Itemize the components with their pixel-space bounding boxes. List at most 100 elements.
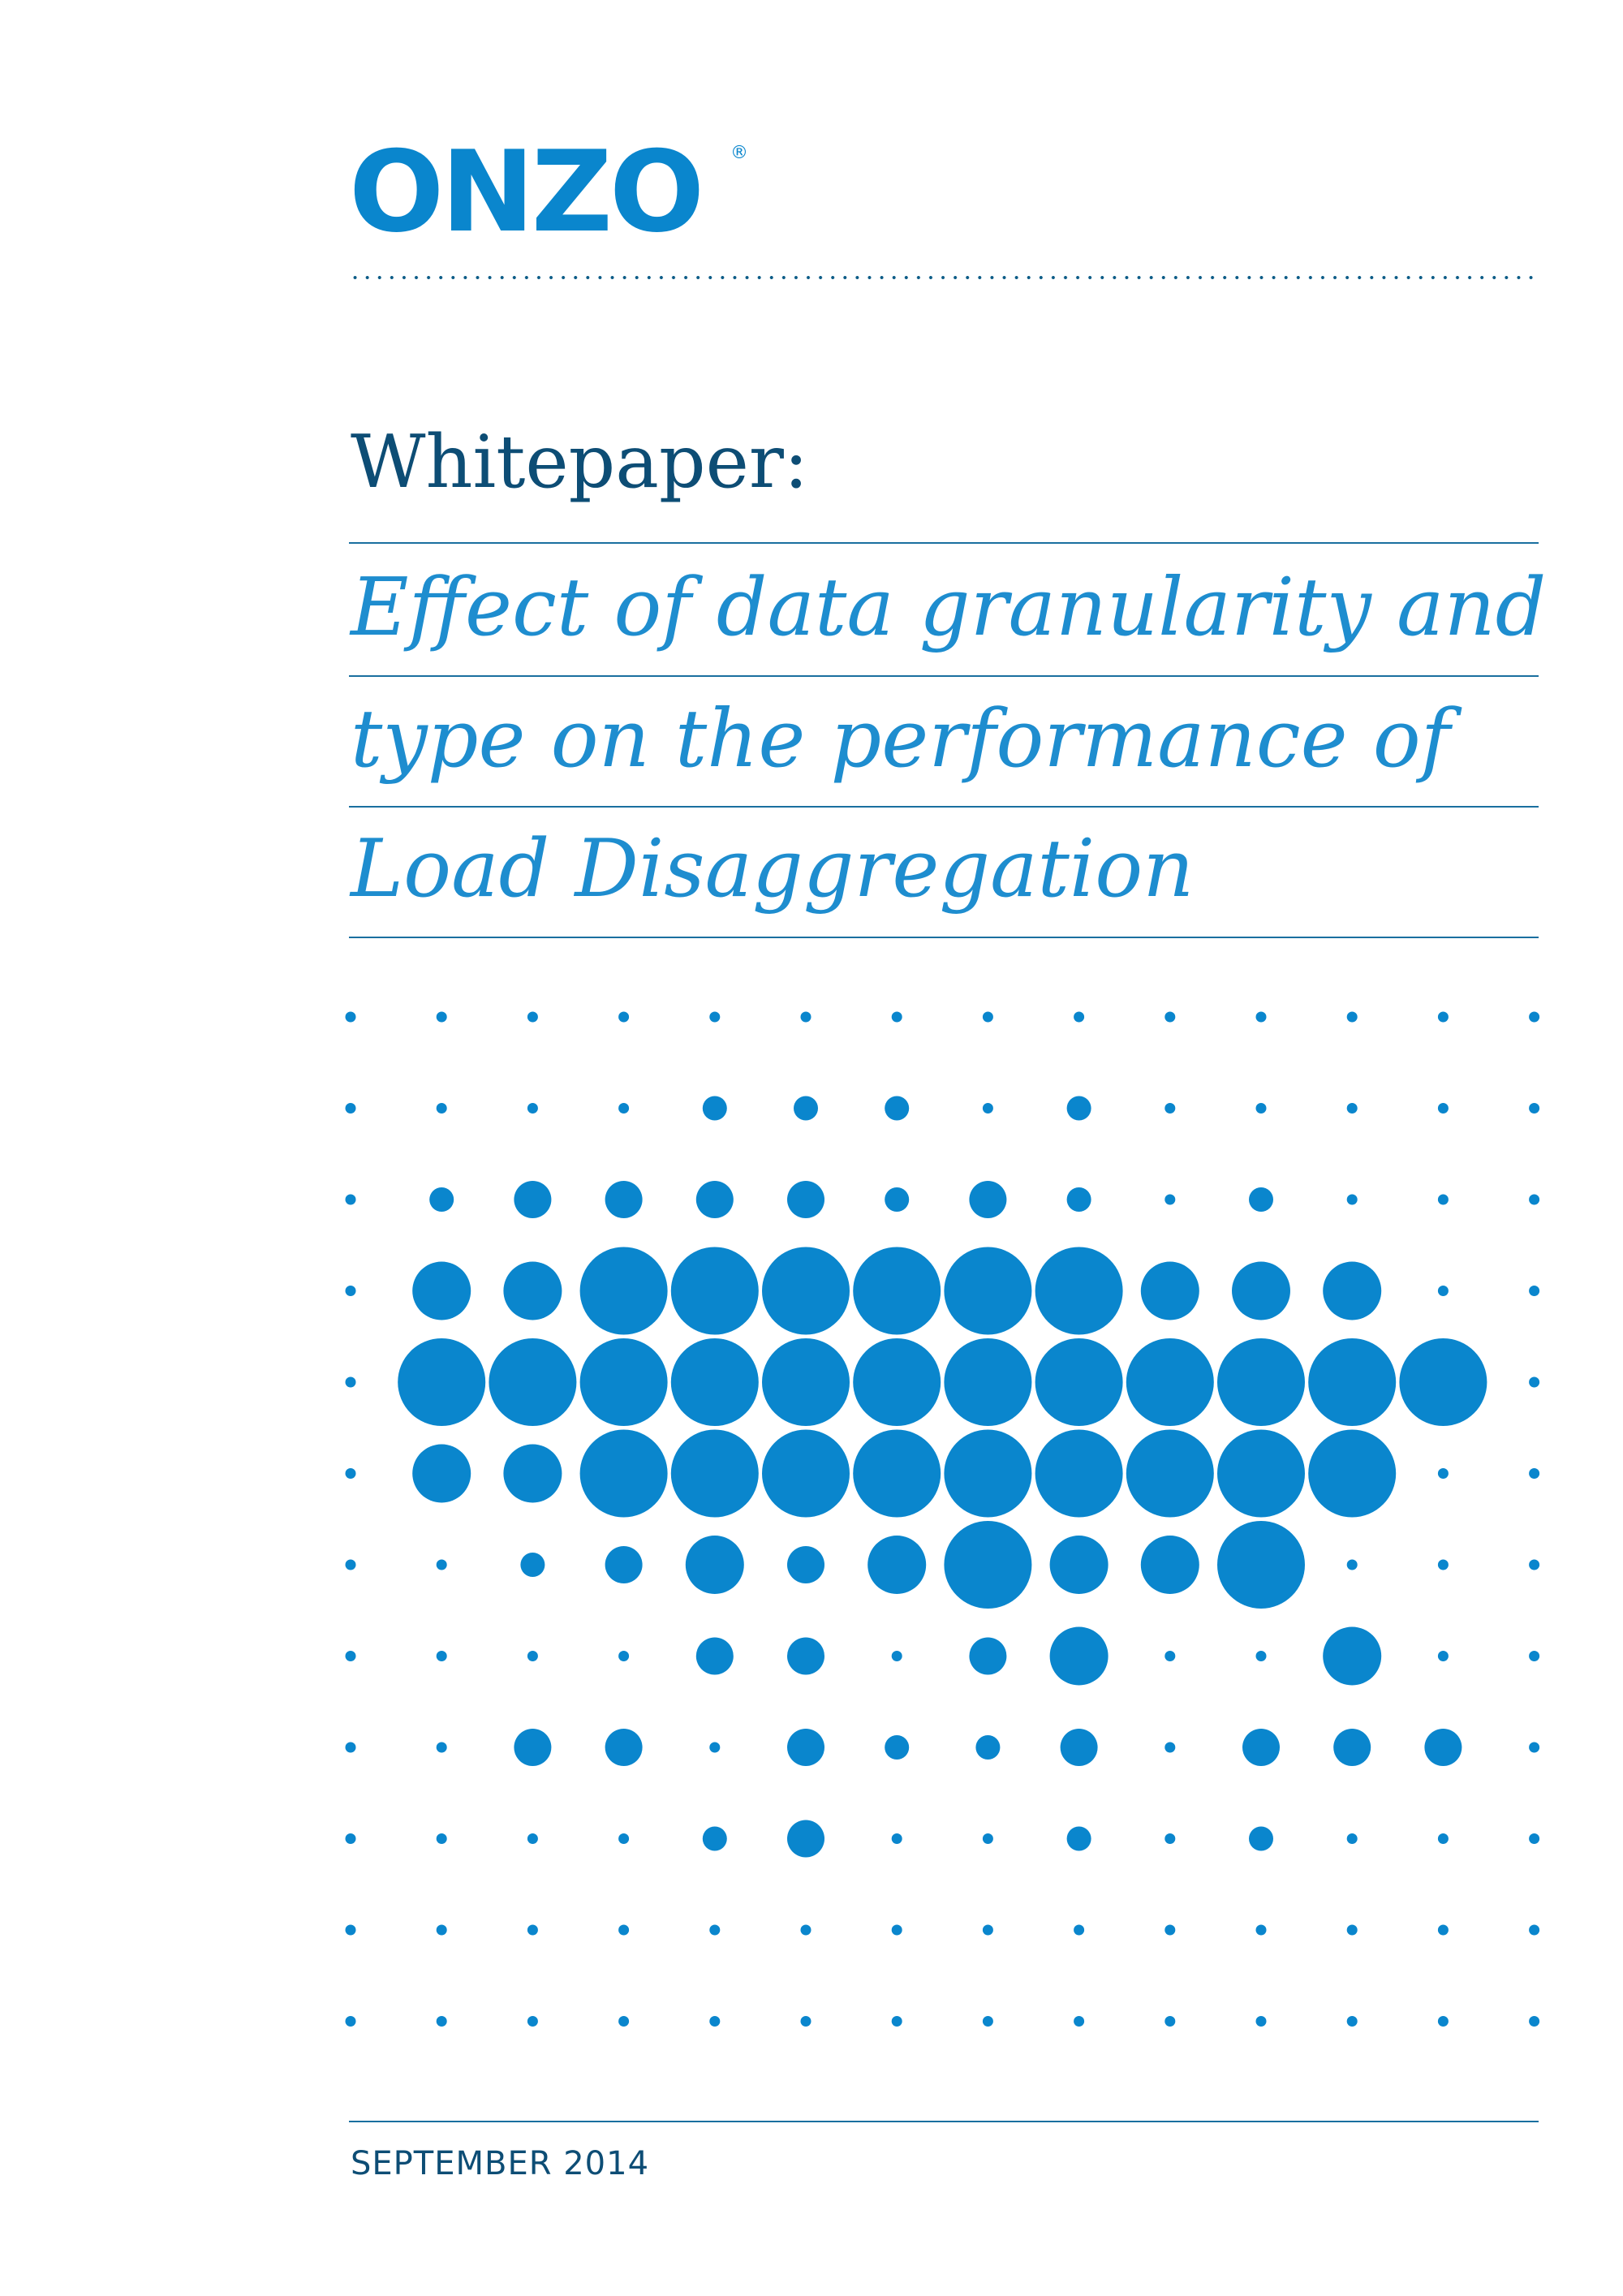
halftone-dot [1217, 1521, 1305, 1609]
halftone-dot [527, 1833, 538, 1844]
title-line-2: type on the performance of [351, 693, 1451, 786]
halftone-dot [436, 1559, 447, 1570]
halftone-dot [1529, 2016, 1540, 2027]
halftone-dot [1074, 2016, 1085, 2027]
halftone-dot [1165, 2016, 1176, 2027]
halftone-dot [1140, 1536, 1199, 1594]
halftone-dot [527, 2016, 538, 2027]
halftone-dot [670, 1338, 759, 1426]
halftone-dot [1165, 1833, 1176, 1844]
halftone-dot [1529, 1103, 1540, 1114]
halftone-dot [1066, 1096, 1091, 1121]
halftone-dot [436, 2016, 447, 2027]
halftone-dot [345, 1468, 356, 1479]
halftone-dot [1035, 1338, 1123, 1426]
halftone-dot [412, 1261, 471, 1320]
halftone-dot [1035, 1247, 1123, 1335]
halftone-dot [891, 1833, 902, 1844]
halftone-dot [794, 1096, 818, 1121]
halftone-dot [1529, 1194, 1540, 1205]
halftone-dot [1399, 1338, 1487, 1426]
halftone-dot [436, 1651, 447, 1661]
halftone-dot [579, 1247, 668, 1335]
halftone-dot [1529, 1559, 1540, 1570]
halftone-dot [885, 1096, 910, 1121]
halftone-dot [1255, 2016, 1267, 2027]
halftone-dot [800, 1924, 812, 1936]
halftone-dot [345, 2016, 356, 2027]
halftone-dot [1437, 1103, 1449, 1114]
halftone-dot [1437, 2016, 1449, 2027]
halftone-dot [1126, 1338, 1214, 1426]
halftone-dot [345, 1651, 356, 1661]
halftone-dot [1035, 1429, 1123, 1518]
halftone-dot [1529, 1011, 1540, 1023]
halftone-dot [1242, 1729, 1280, 1766]
halftone-dot [670, 1429, 759, 1518]
halftone-dot [605, 1181, 643, 1218]
halftone-dot [709, 2016, 721, 2027]
halftone-dot [891, 1924, 902, 1936]
halftone-dot [885, 1187, 910, 1212]
halftone-dot [345, 1286, 356, 1296]
halftone-dot [345, 1103, 356, 1114]
halftone-dot [1255, 1924, 1267, 1936]
halftone-dot [853, 1247, 941, 1335]
halftone-dot [514, 1181, 552, 1218]
halftone-dot [853, 1429, 941, 1518]
halftone-dot [1346, 1011, 1358, 1023]
halftone-dot [489, 1338, 577, 1426]
halftone-dot [618, 1833, 630, 1844]
halftone-dot [969, 1637, 1007, 1675]
halftone-dot [1074, 1011, 1085, 1023]
halftone-dot [1165, 1011, 1176, 1023]
halftone-dot [345, 1559, 356, 1570]
halftone-dot [1074, 1924, 1085, 1936]
halftone-dot [1437, 1924, 1449, 1936]
halftone-dot [1346, 1103, 1358, 1114]
halftone-dot [345, 1742, 356, 1753]
halftone-dot [1066, 1187, 1091, 1212]
title-rule-2 [349, 806, 1539, 808]
halftone-dot [787, 1637, 824, 1675]
halftone-dot [1437, 1194, 1449, 1205]
halftone-dot [1217, 1338, 1305, 1426]
halftone-dot [1323, 1626, 1382, 1686]
halftone-dot [787, 1729, 824, 1766]
halftone-dot [709, 1924, 721, 1936]
halftone-dot [982, 2016, 993, 2027]
publication-date: SEPTEMBER 2014 [351, 2145, 650, 2182]
halftone-dot [762, 1429, 850, 1518]
halftone-dot [975, 1735, 1001, 1760]
halftone-dot [800, 1011, 812, 1023]
halftone-dot [1529, 1376, 1540, 1388]
halftone-dot [787, 1546, 824, 1583]
halftone-dot [345, 1924, 356, 1936]
halftone-dot [1529, 1286, 1540, 1296]
halftone-dot [1217, 1429, 1305, 1518]
halftone-dot [695, 1637, 734, 1675]
halftone-dot [1308, 1429, 1397, 1518]
halftone-dot [527, 1103, 538, 1114]
halftone-dot [345, 1194, 356, 1205]
halftone-dot [1529, 1924, 1540, 1936]
halftone-dot [436, 1011, 447, 1023]
halftone-dot [1255, 1011, 1267, 1023]
halftone-dot [1529, 1833, 1540, 1844]
halftone-dot [944, 1338, 1032, 1426]
halftone-dot [982, 1011, 993, 1023]
halftone-dot [527, 1651, 538, 1661]
halftone-dot [702, 1826, 727, 1851]
halftone-dot [579, 1338, 668, 1426]
halftone-dot [982, 1833, 993, 1844]
halftone-dot [527, 1011, 538, 1023]
document-type-label: Whitepaper: [351, 420, 809, 505]
halftone-dot [1165, 1103, 1176, 1114]
halftone-dot [709, 1742, 721, 1753]
halftone-dot [1346, 2016, 1358, 2027]
halftone-dot [605, 1729, 643, 1766]
halftone-dot [1333, 1729, 1371, 1766]
halftone-dot [1346, 1559, 1358, 1570]
halftone-dot [762, 1338, 850, 1426]
halftone-dot [345, 1011, 356, 1023]
